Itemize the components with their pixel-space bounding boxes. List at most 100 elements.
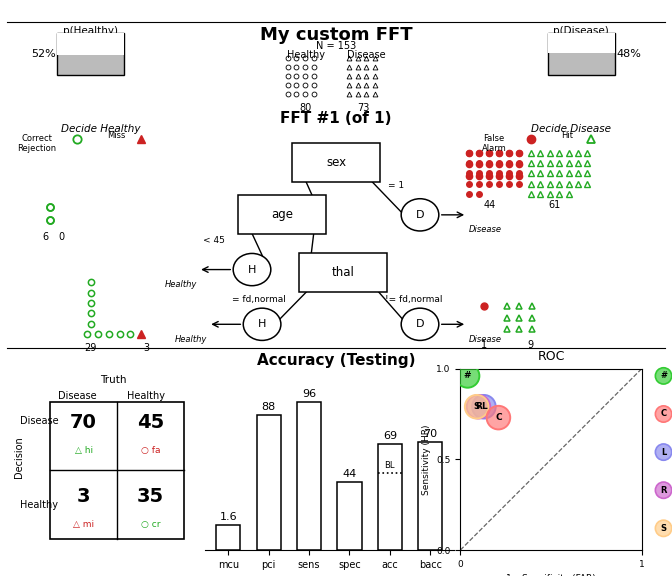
Bar	[337, 483, 362, 550]
Text: Decide Disease: Decide Disease	[531, 124, 612, 134]
Text: Disease: Disease	[468, 335, 501, 344]
X-axis label: 1 – Specificity (FAR): 1 – Specificity (FAR)	[506, 574, 596, 576]
Text: False
Alarm: False Alarm	[482, 134, 506, 153]
Text: < 45: < 45	[203, 236, 225, 245]
Text: 44: 44	[483, 200, 495, 210]
Text: 6: 6	[42, 232, 49, 241]
Circle shape	[401, 308, 439, 340]
Circle shape	[655, 482, 672, 498]
Text: 48%: 48%	[616, 49, 641, 59]
Text: Miss: Miss	[108, 131, 126, 141]
Text: 35: 35	[137, 487, 164, 506]
Circle shape	[655, 406, 672, 422]
Text: 61: 61	[548, 200, 560, 210]
Text: N = 153: N = 153	[316, 41, 356, 51]
Text: 29: 29	[85, 343, 97, 353]
Text: 80: 80	[299, 103, 311, 112]
Text: C: C	[661, 410, 667, 419]
Text: L: L	[481, 402, 487, 411]
Circle shape	[655, 520, 672, 536]
FancyBboxPatch shape	[548, 33, 615, 75]
Circle shape	[487, 406, 510, 430]
Text: △ mi: △ mi	[73, 520, 94, 529]
Text: H: H	[258, 319, 266, 329]
Bar	[216, 525, 241, 550]
Text: C: C	[495, 413, 502, 422]
Text: 96: 96	[302, 389, 316, 399]
Bar	[297, 403, 321, 550]
Text: D: D	[416, 319, 424, 329]
Text: H: H	[248, 264, 256, 275]
Text: Decide Healthy: Decide Healthy	[61, 124, 140, 134]
Bar	[418, 442, 442, 550]
FancyBboxPatch shape	[238, 195, 326, 234]
Text: Healthy: Healthy	[20, 499, 58, 510]
Text: Healthy: Healthy	[127, 391, 165, 400]
Text: = fd,normal: = fd,normal	[232, 295, 286, 304]
Text: FFT #1 (of 1): FFT #1 (of 1)	[280, 111, 392, 126]
Text: 45: 45	[137, 414, 165, 433]
Circle shape	[466, 395, 491, 419]
Text: != fd,normal: != fd,normal	[384, 295, 442, 304]
Text: 0: 0	[58, 232, 65, 241]
Text: Accuracy (Testing): Accuracy (Testing)	[257, 353, 415, 367]
FancyBboxPatch shape	[57, 33, 124, 75]
Text: D: D	[416, 210, 424, 220]
Text: #: #	[464, 372, 471, 380]
Circle shape	[401, 199, 439, 231]
Text: △ hi: △ hi	[75, 446, 93, 455]
Circle shape	[655, 367, 672, 384]
Text: BL: BL	[384, 461, 395, 470]
Text: Healthy: Healthy	[175, 335, 207, 344]
Bar	[378, 444, 402, 550]
Circle shape	[655, 444, 672, 460]
Text: Disease: Disease	[347, 50, 386, 60]
Text: 44: 44	[342, 469, 357, 479]
Circle shape	[243, 308, 281, 340]
Text: ○ cr: ○ cr	[141, 520, 161, 529]
FancyBboxPatch shape	[292, 143, 380, 182]
Circle shape	[465, 395, 489, 419]
Text: 52%: 52%	[31, 49, 56, 59]
Text: 9: 9	[528, 340, 534, 350]
Text: 1: 1	[480, 340, 487, 350]
Circle shape	[456, 364, 479, 388]
Text: = 1: = 1	[388, 181, 405, 190]
Text: age: age	[271, 209, 293, 221]
Text: Truth: Truth	[100, 376, 127, 385]
Text: 1.6: 1.6	[220, 513, 237, 522]
Title: ROC: ROC	[538, 350, 564, 363]
Text: Healthy: Healthy	[287, 50, 325, 60]
Text: p(Healthy): p(Healthy)	[63, 26, 118, 36]
Text: Healthy: Healthy	[165, 280, 197, 289]
Bar	[257, 415, 281, 550]
FancyBboxPatch shape	[50, 402, 184, 539]
Circle shape	[233, 253, 271, 286]
Text: Disease: Disease	[19, 416, 58, 426]
Text: R: R	[475, 402, 482, 411]
Text: sex: sex	[326, 156, 346, 169]
Y-axis label: Sensitivity (HR): Sensitivity (HR)	[421, 424, 431, 495]
Text: S: S	[473, 402, 480, 411]
Text: L: L	[661, 448, 666, 457]
Text: p(Disease): p(Disease)	[554, 26, 609, 36]
Text: My custom FFT: My custom FFT	[259, 26, 413, 44]
FancyBboxPatch shape	[298, 253, 386, 292]
Text: S: S	[661, 524, 667, 533]
Text: #: #	[660, 372, 667, 380]
Text: Disease: Disease	[58, 391, 97, 400]
Text: 88: 88	[261, 401, 276, 412]
Text: Disease: Disease	[468, 225, 501, 234]
Text: 3: 3	[143, 343, 150, 353]
Text: 73: 73	[358, 103, 370, 112]
FancyBboxPatch shape	[548, 33, 615, 54]
Text: 69: 69	[383, 431, 397, 441]
Text: 70: 70	[70, 414, 97, 433]
Text: 70: 70	[423, 429, 437, 439]
Text: thal: thal	[331, 266, 354, 279]
Text: Hit: Hit	[561, 131, 573, 141]
Text: R: R	[661, 486, 667, 495]
Circle shape	[472, 395, 496, 419]
FancyBboxPatch shape	[57, 33, 124, 55]
Text: ○ fa: ○ fa	[141, 446, 161, 455]
